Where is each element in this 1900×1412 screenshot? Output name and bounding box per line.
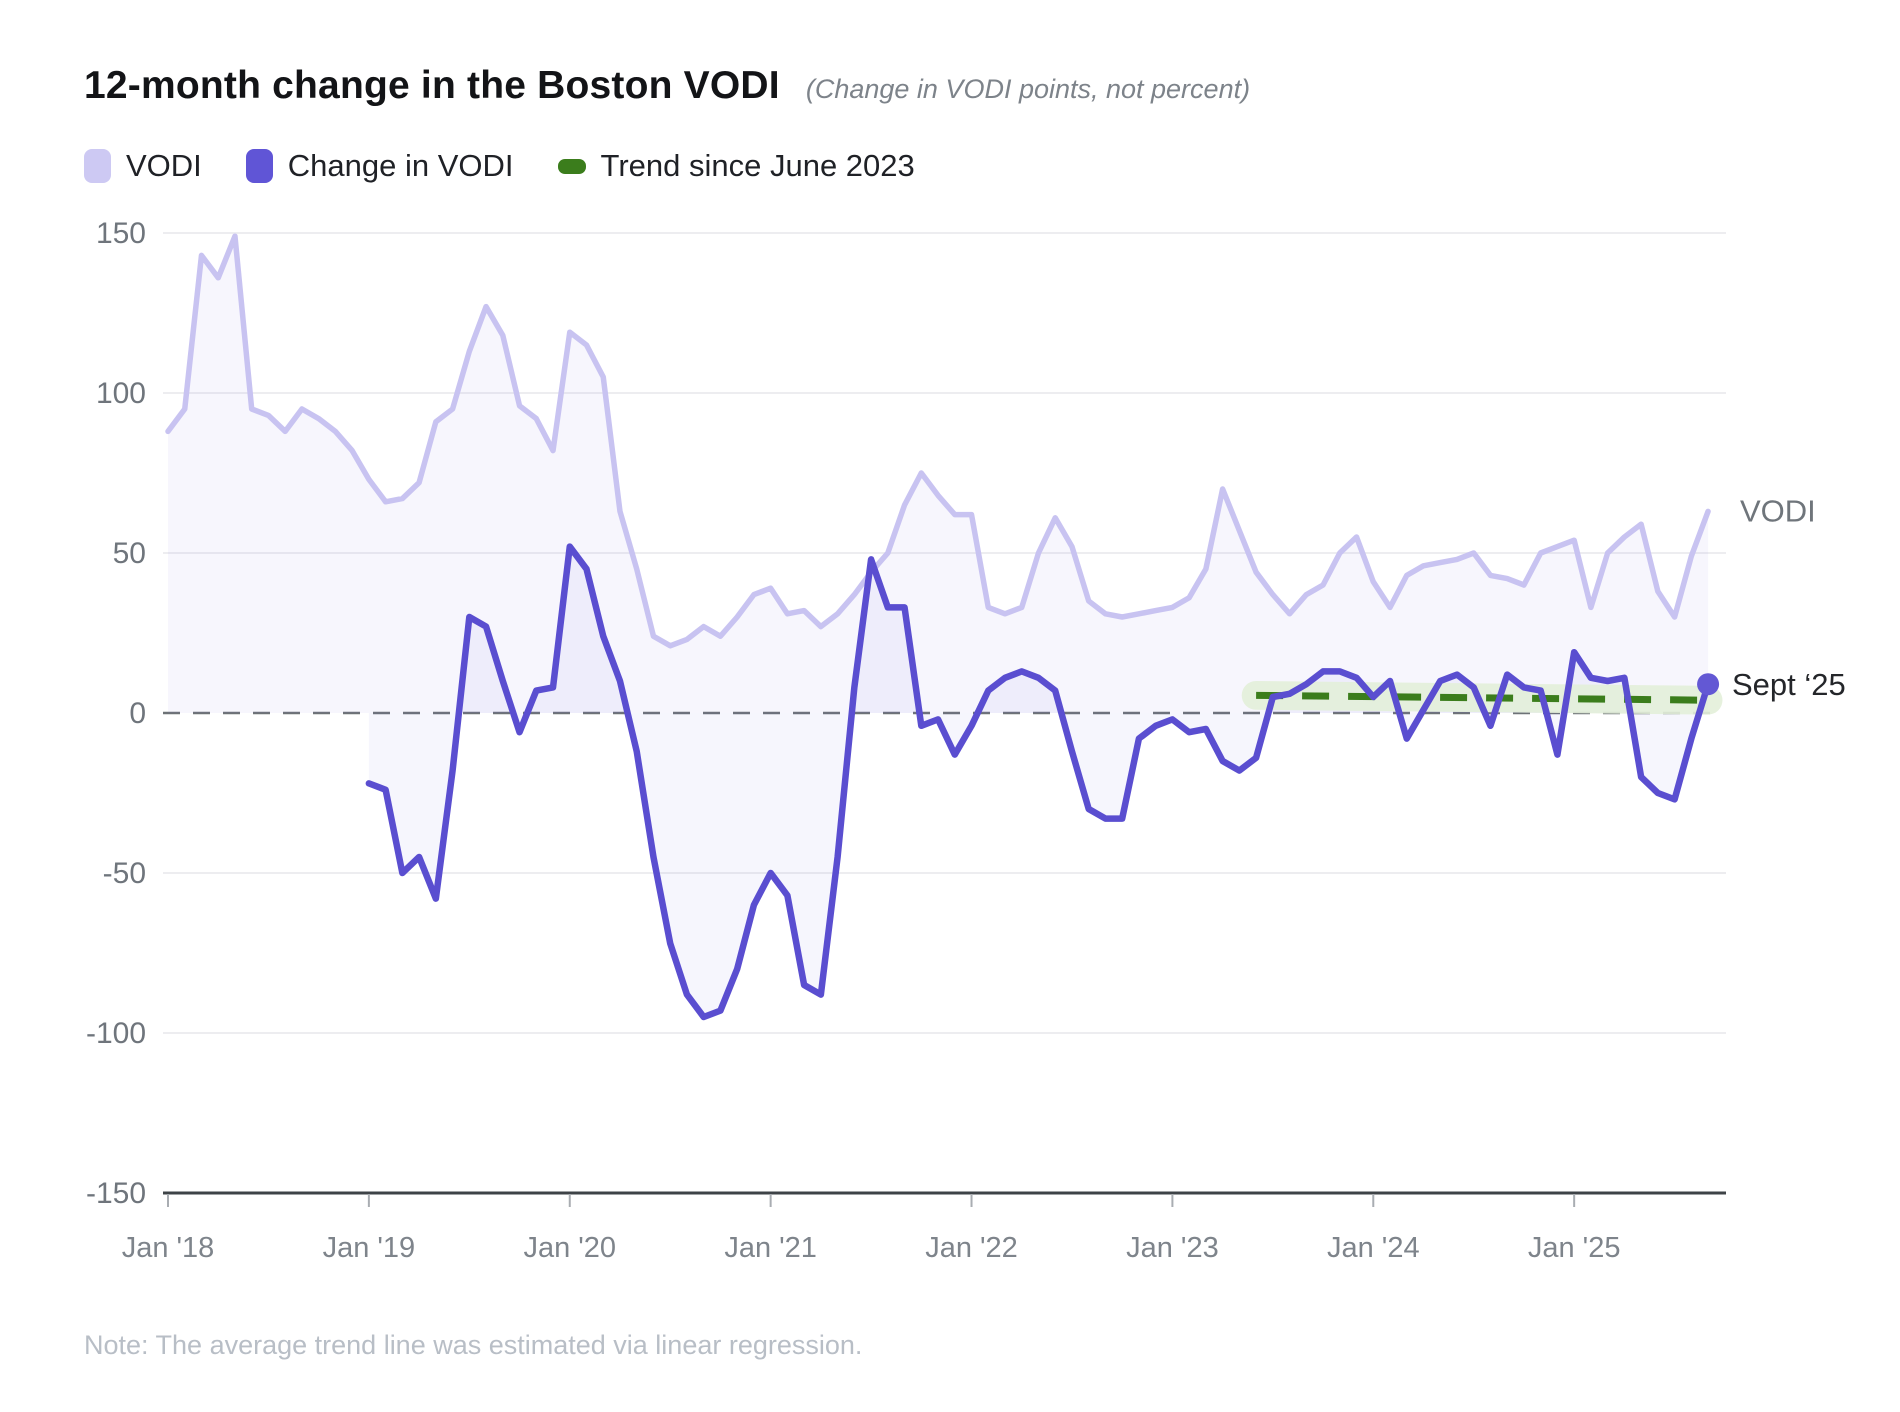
legend-item-change: Change in VODI [245, 148, 514, 184]
page-title: 12-month change in the Boston VODI [84, 64, 780, 107]
y-tick-label--50: -50 [103, 857, 146, 890]
sept-25-annotation: Sept ‘25 [1732, 667, 1846, 702]
change-swatch-icon [245, 149, 273, 183]
x-tick-label-5: Jan '23 [1126, 1232, 1219, 1264]
page-subtitle: (Change in VODI points, not percent) [805, 74, 1251, 104]
y-tick-label-100: 100 [96, 377, 146, 410]
legend: VODI Change in VODI Trend since June 202… [84, 148, 915, 184]
sept-25-dot [1697, 673, 1720, 696]
legend-item-vodi: VODI [84, 148, 202, 184]
legend-label-trend: Trend since June 2023 [600, 148, 915, 183]
vodi-annotation: VODI [1740, 493, 1816, 528]
trend-swatch-icon [557, 158, 586, 174]
chart-header: 12-month change in the Boston VODI (Chan… [84, 64, 1250, 108]
change-line [365, 543, 1712, 1021]
x-tick-label-0: Jan '18 [122, 1232, 215, 1264]
x-tick-label-4: Jan '22 [925, 1232, 1018, 1264]
x-tick-label-3: Jan '21 [724, 1232, 817, 1264]
y-tick-label--150: -150 [86, 1177, 146, 1210]
footnote: Note: The average trend line was estimat… [84, 1330, 863, 1360]
legend-label-change: Change in VODI [287, 148, 514, 183]
legend-label-vodi: VODI [126, 148, 202, 183]
change-area-fill [368, 546, 1709, 1017]
vodi-swatch-icon [84, 149, 111, 183]
x-tick-label-1: Jan '19 [323, 1232, 416, 1264]
x-tick-label-6: Jan '24 [1327, 1232, 1420, 1264]
y-tick-label-50: 50 [113, 537, 146, 570]
x-tick-label-2: Jan '20 [523, 1232, 616, 1264]
y-tick-label-150: 150 [96, 217, 146, 250]
vodi-area-fill [168, 236, 1709, 713]
vodi-line [165, 233, 1711, 649]
legend-item-trend: Trend since June 2023 [557, 148, 915, 184]
y-tick-label-0: 0 [129, 697, 146, 730]
x-tick-label-7: Jan '25 [1528, 1232, 1621, 1264]
trend-line [1256, 691, 1709, 704]
y-tick-label--100: -100 [86, 1017, 146, 1050]
